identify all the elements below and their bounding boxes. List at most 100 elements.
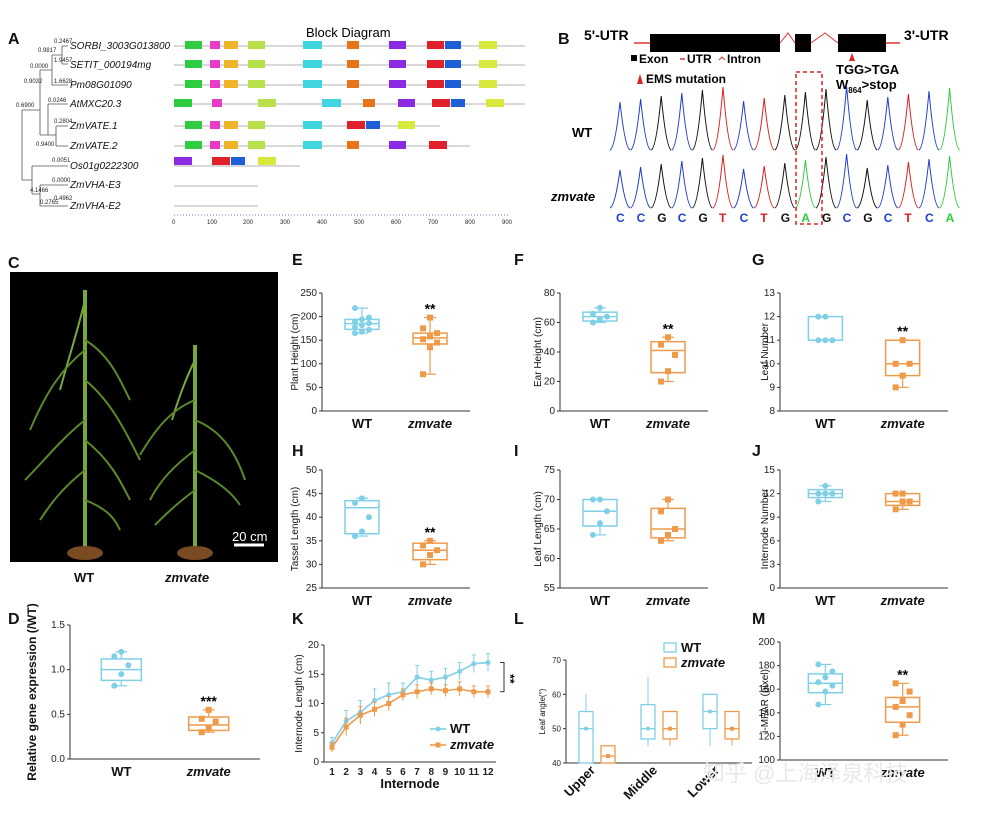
trace-peak — [815, 88, 837, 151]
trace-peak — [753, 165, 775, 209]
x-category-label: Middle — [620, 763, 660, 803]
trace-peak — [877, 164, 899, 209]
gene-name: ZmVHA-E3 — [69, 180, 121, 191]
legend-swatch — [663, 657, 677, 668]
data-point — [822, 313, 829, 320]
y-tick-label: 200 — [758, 637, 775, 648]
y-tick-label: 180 — [758, 661, 775, 672]
panel-letter: I — [514, 443, 518, 460]
data-point — [906, 712, 913, 719]
significance-bracket — [500, 662, 505, 693]
soil-wt — [67, 546, 103, 560]
motif-row — [174, 157, 276, 165]
y-tick-label: 13 — [764, 288, 776, 299]
data-point — [829, 668, 836, 675]
data-point — [899, 698, 906, 704]
legend-intron: Intron — [727, 52, 761, 66]
branch-label: 0.4962 — [54, 196, 73, 202]
data-point — [596, 520, 603, 527]
trace-peak — [671, 160, 693, 209]
y-tick-label: 60 — [544, 554, 556, 565]
base-call: T — [904, 211, 912, 225]
data-point — [414, 689, 420, 695]
box — [578, 710, 594, 764]
data-point — [899, 498, 906, 505]
branch-label: 0.2467 — [54, 39, 73, 45]
base-call: C — [843, 211, 852, 225]
y-tick-label: 0 — [311, 406, 317, 417]
motif-row — [185, 60, 497, 68]
data-point — [358, 316, 365, 323]
utr3-label: 3'-UTR — [904, 27, 949, 43]
data-point — [414, 674, 420, 680]
box — [884, 339, 921, 377]
x-tick-label: 7 — [414, 767, 420, 778]
y-tick-label: 5 — [313, 728, 319, 739]
base-call: G — [863, 211, 872, 225]
x-tick-label: 9 — [443, 767, 449, 778]
data-point — [658, 378, 665, 385]
trace-peak — [753, 97, 775, 151]
legend-exon: Exon — [639, 52, 668, 66]
data-point — [665, 496, 672, 503]
data-point — [815, 313, 822, 320]
panel-d: D 0.0 0.5 1.0 1.5 Relative gene expression (/… — [8, 603, 260, 781]
motif-row — [174, 99, 504, 107]
trace-peak — [671, 92, 693, 151]
x-group-label: WT — [590, 593, 610, 608]
y-axis-label: i-MPAR (pixel) — [760, 669, 771, 733]
x-tick-label: 4 — [372, 767, 378, 778]
data-point — [212, 718, 219, 725]
base-call: C — [616, 211, 625, 225]
box — [807, 315, 844, 341]
chromatogram — [609, 85, 960, 209]
data-point — [198, 729, 205, 736]
y-tick-label: 10 — [308, 699, 320, 710]
panel-m: M 100 120 140 160 180 200 i-MPAR (pixel) WT zmvat… — [752, 611, 948, 780]
data-point — [658, 508, 665, 515]
trace-peak — [898, 93, 919, 151]
y-tick-label: 200 — [300, 312, 317, 323]
y-tick-label: 55 — [544, 583, 556, 594]
block-scale: 0 100 200 300 400 500 600 700 800 900 — [172, 214, 513, 226]
data-point — [603, 508, 610, 515]
significance-marker: ** — [897, 666, 908, 682]
base-call: A — [946, 211, 955, 225]
data-point — [372, 706, 378, 712]
significance-marker: ** — [897, 323, 908, 339]
data-point — [589, 496, 596, 503]
data-point — [815, 498, 822, 505]
motif-row — [185, 41, 497, 49]
x-group-label: zmvate — [645, 593, 690, 608]
base-call: C — [925, 211, 934, 225]
base-call: A — [801, 211, 810, 225]
gene-names: SORBI_3003G013800 SETIT_000194mg Pm08G01… — [69, 41, 171, 212]
x-group-label: zmvate — [407, 593, 452, 608]
trace-peak — [877, 96, 899, 151]
data-point — [815, 701, 822, 708]
data-point — [906, 498, 913, 505]
trace-peak — [630, 166, 651, 209]
gene-model-legend: Exon UTR Intron EMS mutation — [631, 52, 761, 86]
branch-label: 1.6628 — [54, 79, 73, 85]
data-point — [205, 706, 212, 713]
data-point — [365, 320, 372, 327]
legend-label: WT — [681, 640, 701, 655]
data-point — [665, 368, 672, 375]
y-tick-label: 100 — [300, 359, 317, 370]
trace-peak — [712, 86, 734, 151]
y-axis-label: Tassel Length (cm) — [290, 487, 301, 571]
x-group-label: WT — [815, 765, 835, 780]
y-tick-label: 160 — [758, 684, 775, 695]
x-group-label: WT — [815, 416, 835, 431]
y-tick-label: 0 — [549, 406, 555, 417]
trace-peak — [856, 99, 878, 151]
x-tick-label: 5 — [386, 767, 392, 778]
data-point — [665, 531, 672, 538]
y-tick-label: 0.0 — [51, 754, 65, 765]
data-point — [434, 547, 441, 554]
plant-wt — [24, 290, 141, 555]
gene-name: Pm08G01090 — [70, 80, 132, 91]
data-point — [351, 323, 358, 330]
